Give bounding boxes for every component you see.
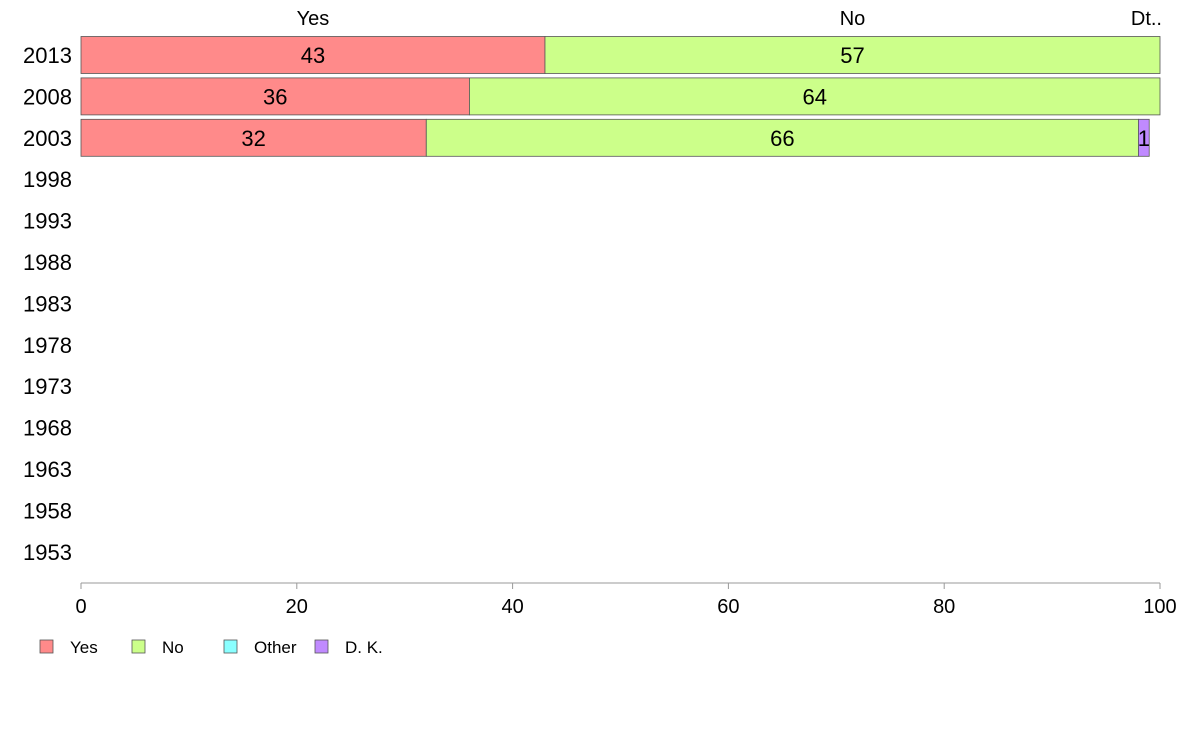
- legend-swatch: [39, 639, 54, 654]
- bar-segment: [425, 118, 1139, 157]
- column-header-label: Yes: [297, 8, 330, 30]
- data-label: 32: [241, 126, 265, 151]
- column-header-label: No: [840, 8, 866, 30]
- legend-label: Other: [254, 638, 297, 657]
- bar-segment: [469, 77, 1161, 116]
- data-label: 1: [1138, 126, 1150, 151]
- legend-swatch: [314, 639, 329, 654]
- x-tick-label: 40: [501, 596, 523, 618]
- x-tick-label: 0: [75, 596, 86, 618]
- category-label: 1973: [23, 374, 72, 399]
- data-label: 66: [770, 126, 794, 151]
- bar-segment: [80, 36, 546, 74]
- bar-segment: [544, 36, 1161, 74]
- legend-swatch: [223, 639, 238, 654]
- category-label: 1993: [23, 209, 72, 234]
- bar-segment: [1138, 118, 1150, 157]
- category-label: 1953: [23, 540, 72, 565]
- data-label: 43: [301, 43, 325, 68]
- x-tick-label: 20: [286, 596, 308, 618]
- column-header-label: Dt..: [1131, 8, 1162, 30]
- data-label: 36: [263, 84, 287, 109]
- category-label: 1998: [23, 167, 72, 192]
- x-tick-label: 100: [1143, 596, 1176, 618]
- category-label: 1978: [23, 333, 72, 358]
- category-label: 1963: [23, 457, 72, 482]
- category-label: 1958: [23, 498, 72, 523]
- legend-label: No: [162, 638, 184, 657]
- data-label: 57: [840, 43, 864, 68]
- bar-segment: [80, 77, 470, 116]
- category-label: 1968: [23, 416, 72, 441]
- category-label: 1988: [23, 250, 72, 275]
- category-label: 2013: [23, 43, 72, 68]
- category-label: 1983: [23, 291, 72, 316]
- bar-segment: [80, 118, 427, 157]
- category-label: 2008: [23, 84, 72, 109]
- x-tick-label: 60: [717, 596, 739, 618]
- legend-swatch: [131, 639, 146, 654]
- legend-label: D. K.: [345, 638, 383, 657]
- category-label: 2003: [23, 126, 72, 151]
- legend-label: Yes: [70, 638, 98, 657]
- x-tick-label: 80: [933, 596, 955, 618]
- data-label: 64: [802, 84, 826, 109]
